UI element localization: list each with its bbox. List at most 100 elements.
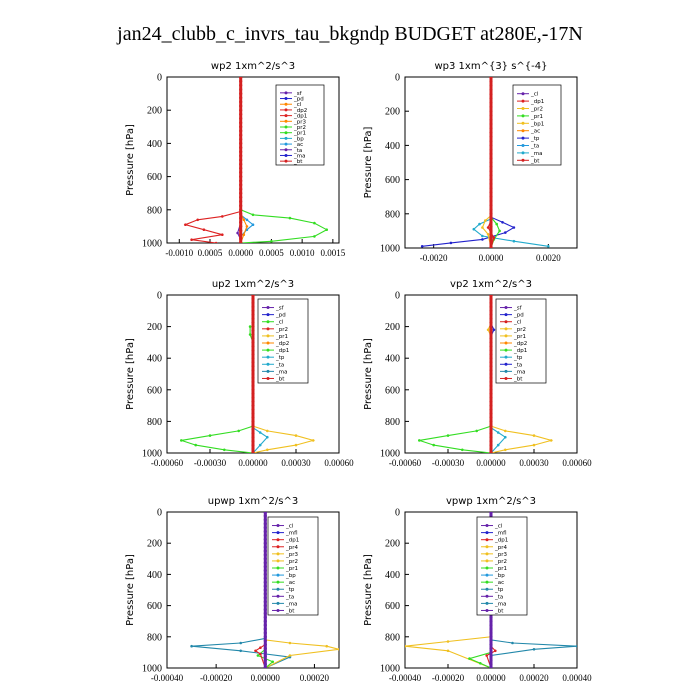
legend-marker: [276, 566, 280, 570]
x-tick-label: -0.00020: [432, 673, 465, 683]
legend-label: _cl: [293, 102, 302, 108]
data-point: [420, 245, 424, 248]
data-point: [461, 448, 464, 452]
data-point: [489, 152, 493, 156]
data-point: [288, 641, 292, 645]
data-point: [432, 443, 436, 447]
data-point: [489, 404, 493, 408]
data-point: [512, 226, 516, 229]
x-tick-label: -0.00040: [389, 673, 422, 683]
legend-label: _bt: [275, 376, 285, 382]
data-point: [489, 646, 493, 651]
legend-marker: [504, 306, 508, 310]
chart-title: wp2 1xm^2/s^3: [211, 61, 295, 72]
data-point: [239, 108, 243, 112]
data-point: [251, 368, 255, 372]
data-point: [263, 553, 267, 557]
data-point: [489, 336, 493, 340]
data-point: [263, 611, 267, 616]
data-point: [288, 216, 292, 220]
data-point: [489, 216, 493, 220]
legend-label: _bt: [293, 159, 303, 165]
data-point: [263, 526, 267, 530]
data-point: [251, 411, 255, 416]
data-point: [263, 623, 267, 627]
x-tick-label: -0.00020: [200, 673, 233, 683]
data-point: [239, 141, 243, 145]
y-tick-label: 800: [147, 632, 162, 643]
y-tick-label: 1000: [380, 664, 400, 675]
data-point: [251, 340, 255, 344]
data-point: [311, 439, 315, 442]
legend-marker: [276, 559, 280, 563]
legend-label: _ac: [285, 580, 295, 586]
series-group: [180, 295, 316, 453]
data-point: [478, 222, 481, 226]
legend-marker: [276, 531, 280, 535]
data-point: [492, 328, 496, 332]
data-point: [259, 652, 262, 656]
data-point: [489, 352, 493, 356]
legend-label: _pr4: [494, 545, 508, 551]
data-point: [489, 160, 493, 165]
data-point: [251, 336, 255, 340]
data-point: [256, 654, 260, 657]
legend-marker: [266, 341, 270, 345]
y-tick-label: 800: [385, 417, 400, 428]
x-tick-label: -0.00030: [194, 458, 227, 468]
chart-title: vpwp 1xm^2/s^3: [446, 496, 536, 507]
y-tick-label: 600: [385, 175, 400, 186]
data-point: [489, 325, 493, 329]
legend-box: [512, 84, 562, 166]
legend-label: _dp1: [275, 348, 289, 354]
data-point: [489, 242, 493, 246]
data-point: [489, 415, 493, 419]
data-point: [251, 435, 255, 439]
data-point: [489, 332, 493, 337]
data-point: [489, 643, 493, 647]
data-point: [489, 313, 493, 317]
data-point: [263, 537, 267, 541]
data-point: [489, 165, 493, 169]
x-tick-label: -0.00030: [432, 458, 465, 468]
y-tick-label: 200: [385, 539, 400, 550]
data-point: [512, 239, 516, 243]
data-point: [239, 137, 243, 141]
legend: _cl_dp1 _pr2_pr1_bp1 _ac_tp _ta_ma_bt: [512, 84, 562, 166]
legend-marker: [485, 538, 489, 542]
y-tick-label: 200: [147, 106, 162, 117]
legend-box: [476, 516, 528, 616]
data-point: [313, 221, 316, 225]
data-point: [259, 646, 262, 649]
data-point: [486, 233, 490, 236]
data-point: [294, 434, 298, 437]
legend-label: _ta: [513, 362, 522, 368]
chart-panel: wp3 1xm^{3} s^{-4} 0 200 400 600 800 1000 -0.00…: [363, 61, 578, 263]
data-point: [263, 639, 267, 643]
y-tick-label: 800: [385, 632, 400, 643]
data-point: [489, 639, 493, 643]
data-point: [489, 83, 493, 88]
data-point: [263, 619, 267, 623]
data-point: [239, 233, 243, 237]
data-point: [180, 439, 183, 442]
data-point: [263, 666, 267, 668]
legend-marker: [266, 362, 270, 366]
legend-marker: [521, 121, 525, 125]
legend-label: _pr1: [275, 334, 288, 340]
data-point: [263, 565, 267, 569]
data-point: [239, 133, 243, 137]
data-point: [270, 240, 273, 243]
data-point: [237, 429, 240, 433]
data-point: [263, 650, 267, 655]
legend-marker: [521, 92, 525, 96]
data-point: [263, 635, 267, 639]
series-line: [422, 77, 516, 247]
data-point: [489, 360, 493, 364]
legend-marker: [284, 153, 288, 157]
data-point: [484, 219, 487, 222]
data-point: [489, 178, 493, 182]
data-point: [263, 549, 267, 553]
legend-marker: [485, 559, 489, 563]
